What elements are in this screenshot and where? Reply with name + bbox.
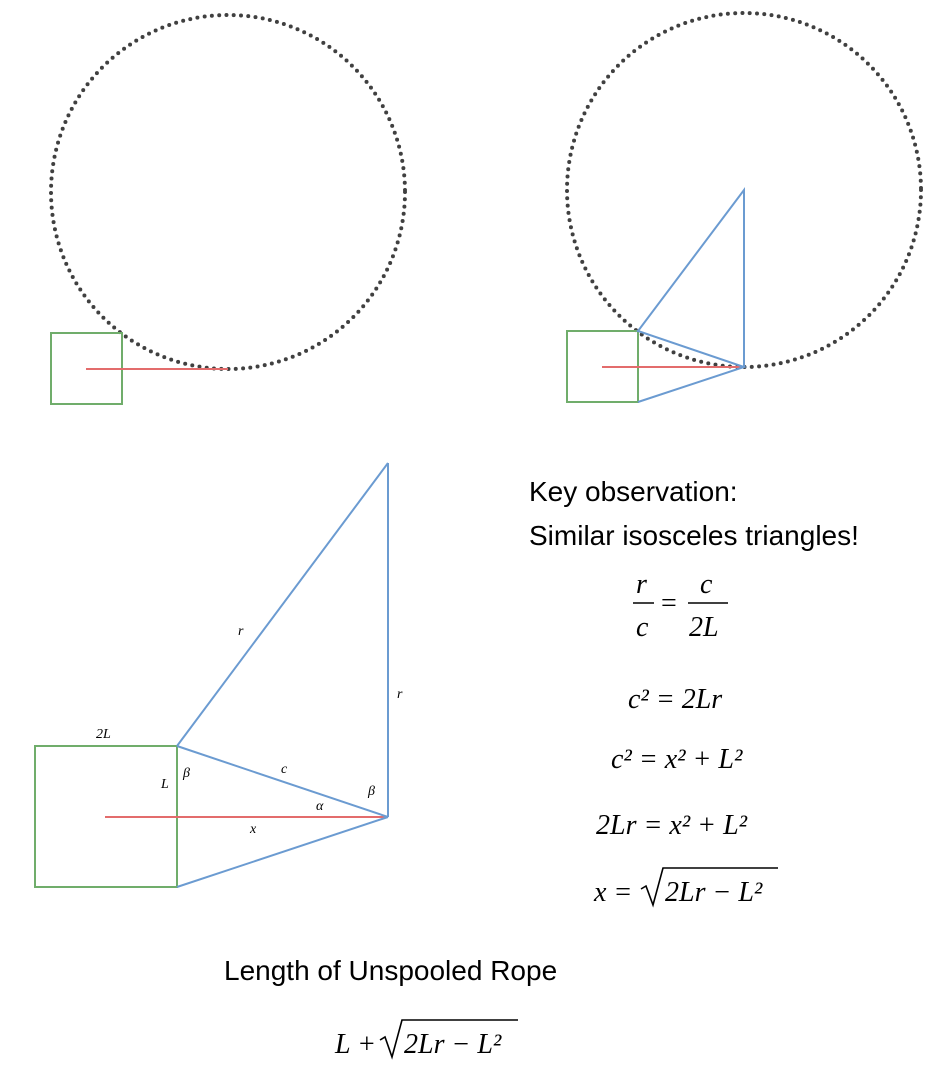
result-radicand: 2Lr − L² — [404, 1029, 502, 1060]
label-alpha: α — [316, 799, 324, 814]
label-r-vertical: r — [397, 687, 403, 702]
eq5-radical-sign — [640, 867, 778, 908]
eq1-num-right: c — [700, 569, 713, 600]
triangle-outline-right — [636, 187, 748, 403]
equation-ratio: r c = c 2L — [633, 569, 728, 643]
equation-solution: x = 2Lr − L² — [593, 867, 778, 908]
panel-geometry: 2L L β c α β x r r — [34, 462, 403, 888]
label-2L: 2L — [96, 727, 111, 742]
eq5-radicand: 2Lr − L² — [665, 877, 763, 908]
result: Length of Unspooled Rope L + 2Lr − L² — [224, 955, 557, 1060]
label-r-hypotenuse: r — [238, 624, 244, 639]
panel-top-left — [49, 13, 407, 405]
label-L: L — [160, 777, 169, 792]
spool-circle-left — [49, 13, 407, 371]
label-c: c — [281, 762, 288, 777]
eq1-den-right: 2L — [689, 612, 719, 643]
result-title: Length of Unspooled Rope — [224, 955, 557, 986]
equation-combined: 2Lr = x² + L² — [596, 810, 748, 841]
observation: Key observation: Similar isosceles trian… — [529, 476, 859, 551]
equation-c-squared: c² = 2Lr — [628, 684, 722, 715]
panel-top-right — [565, 11, 923, 403]
equations: r c = c 2L c² = 2Lr c² = x² + L² 2Lr = x… — [593, 569, 778, 908]
result-radical-sign — [379, 1019, 518, 1060]
observation-line-2: Similar isosceles triangles! — [529, 520, 859, 551]
segment-c-upper — [176, 745, 389, 818]
segment-c-lower — [176, 816, 389, 888]
eq1-equals: = — [661, 588, 677, 619]
label-beta-right: β — [367, 784, 375, 799]
result-prefix: L + — [334, 1029, 376, 1060]
label-x: x — [249, 822, 257, 837]
eq1-den-left: c — [636, 612, 649, 643]
eq1-num-left: r — [636, 569, 647, 600]
observation-line-1: Key observation: — [529, 476, 738, 507]
equation-pythagoras: c² = x² + L² — [611, 744, 743, 775]
segment-r-hypotenuse — [176, 462, 389, 747]
label-beta-left: β — [182, 766, 190, 781]
eq5-left: x = — [593, 877, 632, 908]
